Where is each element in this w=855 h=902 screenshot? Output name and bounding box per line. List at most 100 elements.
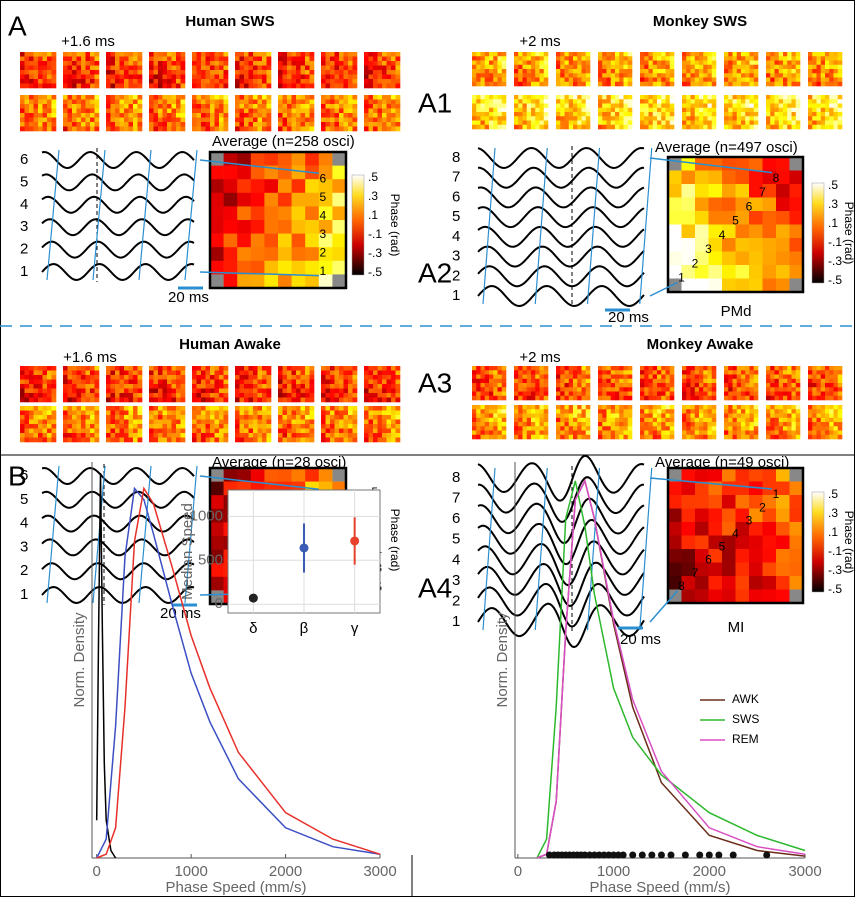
tile-cell [649,375,654,380]
tile-cell [792,65,797,70]
tile-cell [502,65,507,70]
tile-cell [640,370,645,375]
tile-cell [640,95,645,100]
tile-cell [657,426,662,431]
tile-cell [628,383,633,388]
tile-cell [644,405,649,410]
tile-cell [192,122,197,127]
tile-cell [556,78,561,83]
tile-cell [296,84,301,89]
tile-cell [258,366,263,371]
tile-cell [181,433,186,438]
tile-cell [817,56,822,61]
tile-cell [670,69,675,74]
tile-cell [387,104,392,109]
tile-cell [267,113,272,118]
tile-cell [523,61,528,66]
tile-cell [737,73,742,78]
tile-cell [81,438,86,443]
map-cell [790,238,804,252]
tile-cell [90,380,95,385]
tile-cell [485,73,490,78]
tile-cell [267,109,272,114]
tile-cell [253,52,258,57]
tile-cell [353,70,358,75]
tile-cell [556,422,561,427]
tile-cell [666,112,671,117]
tile-cell [783,121,788,126]
tile-cell [540,414,545,419]
tile-cell [34,113,39,118]
map-cell [790,252,804,266]
tile-cell [586,409,591,414]
tile-cell [737,418,742,423]
tile-cell [206,384,211,389]
tile-cell [766,375,771,380]
tile-cell [615,426,620,431]
tile-cell [750,422,755,427]
tile-cell [176,127,181,132]
tile-cell [628,73,633,78]
tile-cell [181,100,186,105]
map-cell [251,206,265,220]
tile-cell [339,118,344,123]
tile-cell [544,414,549,419]
tile-cell [624,370,629,375]
tile-cell [661,418,666,423]
tile-cell [783,104,788,109]
tile-cell [249,95,254,100]
tile-cell [387,100,392,105]
row-label: A4 [418,572,452,603]
tile-cell [63,384,68,389]
tile-cell [29,70,34,75]
tile-cell [821,78,826,83]
tile-cell [373,406,378,411]
tile-cell [489,108,494,113]
tile-cell [644,116,649,121]
tile-cell [485,99,490,104]
tile-cell [682,405,687,410]
tile-cell [77,371,82,376]
tile-cell [215,127,220,132]
tile-cell [172,438,177,443]
tile-cell [582,61,587,66]
tile-cell [206,429,211,434]
tile-cell [586,379,591,384]
tile-cell [728,366,733,371]
tile-cell [224,127,229,132]
tile-cell [817,95,822,100]
panel-label: A [8,10,27,41]
tile-cell [192,389,197,394]
tile-cell [86,57,91,62]
tile-cell [573,422,578,427]
tile-cell [387,113,392,118]
tile-cell [224,393,229,398]
tile-cell [258,95,263,100]
tile-cell [754,396,759,401]
tile-cell [783,379,788,384]
tile-cell [344,393,349,398]
tile-cell [86,424,91,429]
lag-label: +1.6 ms [61,33,115,50]
tile-cell [489,431,494,436]
tile-cell [201,52,206,57]
tile-cell [527,405,532,410]
tile-cell [577,435,582,440]
tile-cell [249,389,254,394]
tile-cell [754,383,759,388]
tile-cell [569,435,574,440]
tile-cell [235,100,240,105]
tile-cell [708,112,713,117]
tile-cell [527,370,532,375]
tile-cell [283,406,288,411]
tile-cell [133,66,138,71]
tile-cell [197,61,202,66]
tile-cell [158,406,163,411]
tile-cell [181,75,186,80]
tile-cell [556,405,561,410]
tile-cell [396,104,401,109]
tile-cell [176,70,181,75]
tile-cell [560,56,565,61]
tile-cell [493,108,498,113]
tile-cell [29,104,34,109]
